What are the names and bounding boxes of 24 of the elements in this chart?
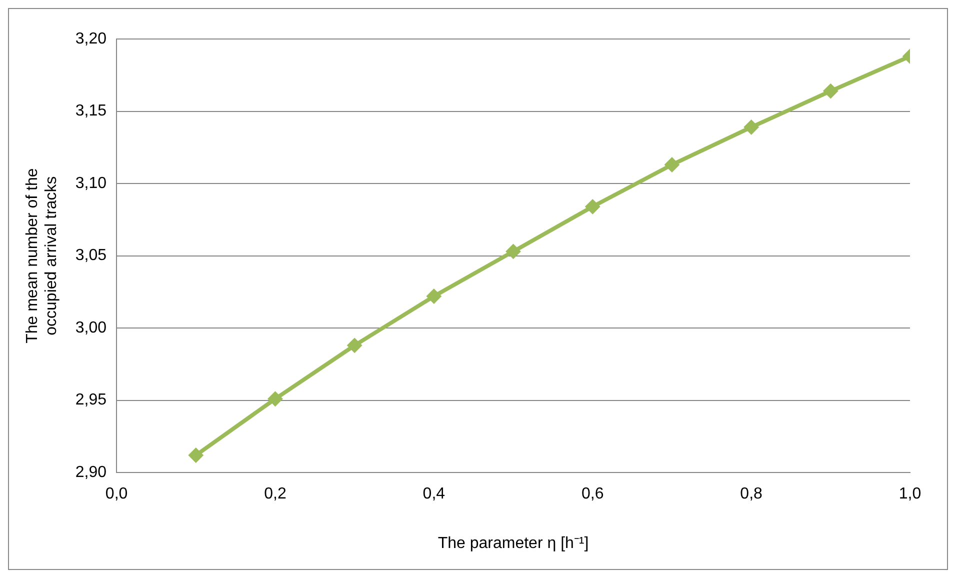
y-tick-label: 3,05	[75, 247, 107, 264]
point	[823, 84, 838, 99]
y-axis-title: The mean number of the occupied arrival tracks	[24, 168, 60, 344]
point	[744, 120, 759, 135]
y-tick-label: 2,95	[75, 392, 107, 409]
x-tick-label: 0,0	[105, 486, 128, 503]
point	[585, 199, 600, 214]
point	[188, 448, 204, 463]
y-tick-label: 3,15	[75, 102, 107, 120]
point	[506, 244, 521, 259]
x-tick-label: 0,4	[422, 486, 446, 503]
point	[664, 157, 680, 172]
point	[347, 338, 362, 353]
x-tick-label: 0,2	[264, 486, 286, 503]
x-tick-label: 0,8	[740, 486, 763, 503]
point	[426, 288, 442, 304]
y-tick-label: 3,10	[75, 174, 107, 192]
x-axis-title: The parameter η [h⁻¹]	[438, 534, 589, 552]
y-tick-label: 3,20	[75, 30, 107, 48]
point	[268, 391, 283, 406]
y-tick-label: 3,00	[75, 319, 107, 336]
y-tick-label: 2,90	[75, 464, 107, 482]
x-tick-label: 0,6	[581, 486, 604, 503]
x-tick-label: 1,0	[898, 486, 922, 503]
